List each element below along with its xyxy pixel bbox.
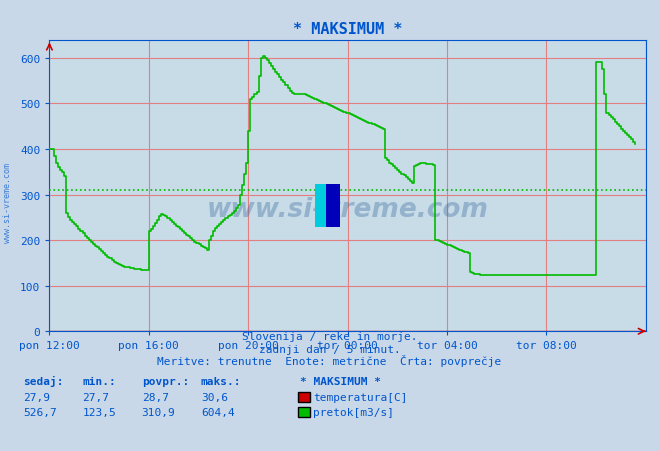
Text: 526,7: 526,7	[23, 407, 57, 417]
Polygon shape	[315, 185, 326, 228]
Text: temperatura[C]: temperatura[C]	[313, 392, 407, 402]
Text: * MAKSIMUM *: * MAKSIMUM *	[300, 376, 381, 386]
Text: pretok[m3/s]: pretok[m3/s]	[313, 407, 394, 417]
Text: 604,4: 604,4	[201, 407, 235, 417]
Text: 28,7: 28,7	[142, 392, 169, 402]
Text: min.:: min.:	[82, 376, 116, 386]
Text: 27,7: 27,7	[82, 392, 109, 402]
Text: www.si-vreme.com: www.si-vreme.com	[207, 196, 488, 222]
Text: Meritve: trenutne  Enote: metrične  Črta: povprečje: Meritve: trenutne Enote: metrične Črta: …	[158, 354, 501, 366]
Text: www.si-vreme.com: www.si-vreme.com	[3, 163, 13, 243]
Title: * MAKSIMUM *: * MAKSIMUM *	[293, 22, 403, 37]
Text: maks.:: maks.:	[201, 376, 241, 386]
Polygon shape	[326, 185, 340, 228]
Text: povpr.:: povpr.:	[142, 376, 189, 386]
Text: Slovenija / reke in morje.: Slovenija / reke in morje.	[242, 331, 417, 341]
Text: zadnji dan / 5 minut.: zadnji dan / 5 minut.	[258, 344, 401, 354]
Text: 27,9: 27,9	[23, 392, 50, 402]
Text: 30,6: 30,6	[201, 392, 228, 402]
Text: sedaj:: sedaj:	[23, 375, 63, 386]
Text: 123,5: 123,5	[82, 407, 116, 417]
Text: 310,9: 310,9	[142, 407, 175, 417]
